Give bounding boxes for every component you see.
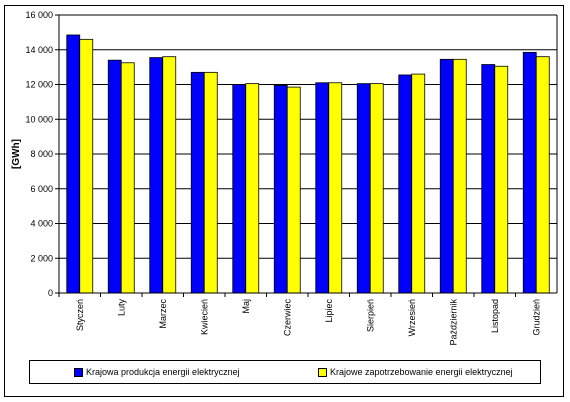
bar-demand: [494, 65, 509, 294]
legend-item-demand: Krajowe zapotrzebowanie energii elektryc…: [318, 367, 513, 377]
bar-demand: [452, 58, 467, 294]
bar-demand: [203, 71, 218, 294]
bar-production: [232, 84, 247, 294]
y-tick-label: 4 000: [30, 219, 53, 229]
x-tick-label: Listopad: [490, 299, 500, 333]
bar-demand: [369, 83, 384, 294]
y-axis-label: [GWh]: [11, 139, 22, 169]
x-tick-label: Wrzesień: [407, 299, 417, 336]
x-tick-label: Maj: [241, 299, 251, 314]
y-tick-label: 8 000: [30, 149, 53, 159]
legend-swatch-production: [74, 367, 83, 377]
y-tick-label: 10 000: [25, 114, 53, 124]
x-tick-label: Styczeń: [75, 299, 85, 331]
legend-item-production: Krajowa produkcja energii elektrycznej: [74, 367, 240, 377]
x-tick-label: Październik: [448, 299, 458, 346]
x-tick-label: Czerwiec: [282, 299, 292, 337]
y-tick-label: 6 000: [30, 184, 53, 194]
y-tick-label: 0: [48, 288, 53, 298]
x-tick-label: Grudzień: [531, 299, 541, 336]
y-tick-label: 2 000: [30, 253, 53, 263]
bar-production: [481, 64, 496, 294]
x-tick-label: Luty: [116, 299, 126, 317]
y-tick-label: 14 000: [25, 45, 53, 55]
y-tick-labels: 0 2 000 4 000 6 000 8 000 10 000 12 000 14 000 1…: [25, 10, 53, 298]
legend-label-production: Krajowa produkcja energii elektrycznej: [86, 367, 240, 377]
y-tick-label: 16 000: [25, 10, 53, 20]
bars: [66, 34, 550, 294]
bar-demand: [162, 56, 177, 294]
bar-production: [356, 83, 371, 294]
bar-production: [315, 82, 330, 294]
bar-production: [190, 71, 205, 294]
y-tick-label: 12 000: [25, 80, 53, 90]
bar-production: [273, 84, 288, 294]
gridlines: [55, 14, 557, 294]
bar-demand: [245, 83, 260, 294]
bar-production: [149, 57, 164, 294]
bar-production: [66, 34, 81, 294]
bar-demand: [120, 62, 135, 294]
bar-demand: [328, 82, 343, 294]
x-tick-label: Lipiec: [324, 299, 334, 323]
chart-frame: 0 2 000 4 000 6 000 8 000 10 000 12 000 14 000 1…: [4, 5, 564, 397]
x-tick-label: Kwiecień: [199, 299, 209, 335]
bar-production: [398, 74, 413, 294]
legend-swatch-demand: [318, 367, 327, 377]
bar-demand: [286, 86, 301, 294]
bar-production: [522, 51, 537, 294]
legend-label-demand: Krajowe zapotrzebowanie energii elektryc…: [330, 367, 513, 377]
x-tick-label: Sierpień: [365, 299, 375, 332]
x-tick-label: Marzec: [158, 299, 168, 329]
bar-demand: [535, 56, 550, 294]
bar-demand: [411, 73, 426, 294]
axes: [58, 15, 558, 297]
bar-production: [107, 59, 122, 294]
bar-chart: 0 2 000 4 000 6 000 8 000 10 000 12 000 14 000 1…: [11, 10, 558, 346]
bar-demand: [79, 38, 94, 294]
legend: Krajowa produkcja energii elektrycznej K…: [29, 360, 541, 384]
bar-production: [439, 58, 454, 294]
x-tick-labels: Styczeń Luty Marzec Kwiecień Maj Czerwiec Lipi…: [75, 299, 542, 346]
